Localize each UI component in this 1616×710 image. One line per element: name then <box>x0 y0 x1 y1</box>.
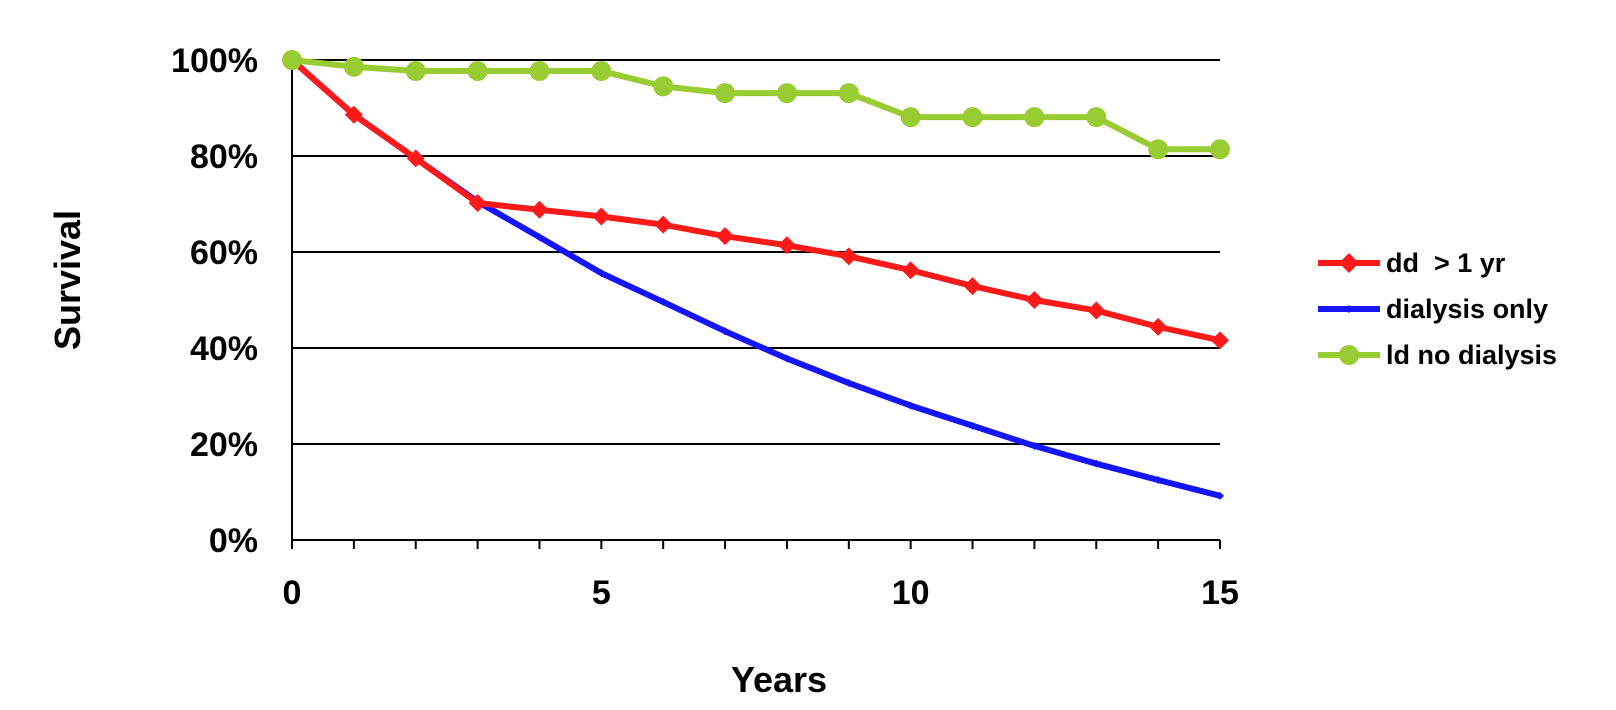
legend-item-ld-no-dialysis: ld no dialysis <box>1318 332 1608 378</box>
data-point <box>900 107 921 128</box>
data-point <box>906 401 915 410</box>
series-ld-no-dialysis <box>282 50 1230 160</box>
data-point <box>839 247 858 266</box>
data-point <box>405 61 426 82</box>
series-dialysis-only <box>288 56 1224 500</box>
data-point <box>535 233 544 242</box>
data-point <box>782 354 791 363</box>
data-point <box>1154 476 1163 484</box>
legend-swatch-ld-no-dialysis <box>1318 345 1380 365</box>
data-point <box>343 56 364 77</box>
data-point <box>1025 291 1044 309</box>
axes <box>291 60 1221 549</box>
gridlines <box>292 59 1220 445</box>
data-point <box>1149 317 1168 336</box>
data-point <box>406 149 425 168</box>
data-point <box>838 83 859 104</box>
x-tick-label: 5 <box>592 574 611 612</box>
legend-label-ld-no-dialysis: ld no dialysis <box>1386 339 1558 370</box>
legend-label-dd-over-1-yr: dd > 1 yr <box>1386 247 1506 278</box>
y-tick-label: 20% <box>190 426 258 464</box>
data-point <box>659 297 668 306</box>
data-point <box>654 215 673 234</box>
data-point <box>529 61 550 82</box>
series-dd-1-yr <box>283 51 1229 350</box>
data-point <box>1216 491 1224 500</box>
y-tick-label: 0% <box>209 522 258 560</box>
data-point <box>1148 139 1169 160</box>
y-tick-label: 40% <box>190 330 258 368</box>
data-point <box>963 277 982 296</box>
data-point <box>1211 331 1229 350</box>
data-point <box>968 421 977 430</box>
data-point <box>1210 139 1230 160</box>
legend-swatch-dd-over-1-yr <box>1318 253 1380 273</box>
legend-item-dialysis-only: dialysis only <box>1318 286 1608 332</box>
series-line-ld-no-dialysis <box>291 57 1220 153</box>
data-point <box>530 200 549 219</box>
data-point <box>777 236 796 255</box>
data-point <box>844 379 853 388</box>
data-point <box>591 61 612 82</box>
legend-item-dd-over-1-yr: dd > 1 yr <box>1318 240 1608 286</box>
legend-swatch-dialysis-only <box>1318 305 1380 313</box>
data-point <box>653 76 674 97</box>
x-tick-label: 15 <box>1201 574 1239 612</box>
data-point <box>344 105 363 124</box>
y-tick-label: 100% <box>171 42 258 80</box>
x-tick-label: 0 <box>283 574 302 612</box>
data-point <box>468 194 487 213</box>
data-point <box>721 327 730 336</box>
series-line-dialysis-only <box>290 57 1221 499</box>
x-axis-title: Years <box>731 659 827 700</box>
y-tick-label: 60% <box>190 234 258 272</box>
data-point <box>467 61 488 82</box>
data-point <box>1086 107 1107 128</box>
legend: dd > 1 yr dialysis only ld no dialysis <box>1318 240 1608 378</box>
data-point <box>282 50 302 70</box>
y-axis-title: Survival <box>47 210 88 350</box>
data-point <box>715 83 736 104</box>
data-point <box>1024 107 1045 128</box>
data-point <box>597 269 606 278</box>
y-tick-label: 80% <box>190 138 258 176</box>
series-lines <box>282 50 1230 500</box>
data-point <box>1087 301 1106 320</box>
series-line-dd-1-yr <box>290 57 1221 344</box>
data-point <box>962 107 983 128</box>
legend-label-dialysis-only: dialysis only <box>1386 293 1549 324</box>
tick-labels: 0% 20% 40% 60% 80% 100% 0 5 10 15 <box>171 42 1239 612</box>
data-point <box>901 261 920 280</box>
data-point <box>1092 459 1101 468</box>
data-point <box>716 227 735 246</box>
x-tick-label: 10 <box>892 574 930 612</box>
data-point <box>592 207 611 226</box>
data-point <box>1030 441 1039 450</box>
data-point <box>776 83 797 104</box>
